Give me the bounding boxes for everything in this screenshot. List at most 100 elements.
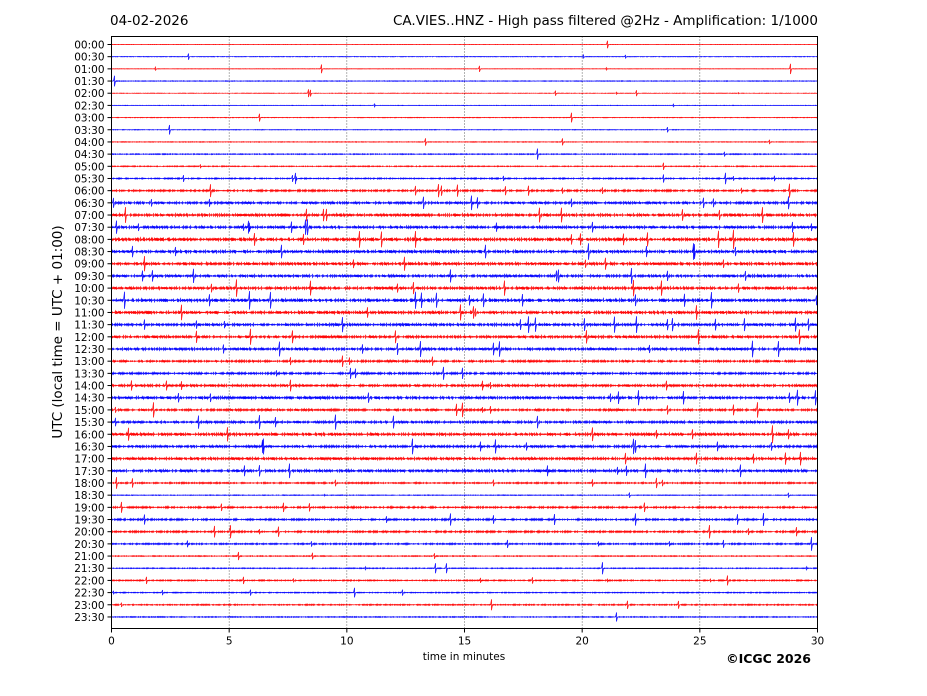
y-tick-label: 05:30: [74, 173, 104, 185]
y-tick-label: 08:30: [74, 247, 104, 259]
y-tick-label: 08:00: [74, 234, 104, 246]
y-tick-label: 01:00: [74, 64, 104, 76]
trace-0830: [111, 243, 818, 260]
y-tick-label: 21:30: [74, 563, 104, 575]
trace-2000: [111, 524, 818, 539]
plot-frame: [111, 36, 818, 629]
y-tick-label: 12:30: [74, 344, 104, 356]
y-tick-label: 17:00: [74, 454, 104, 466]
trace-1230: [111, 340, 818, 358]
trace-2130: [111, 562, 818, 575]
trace-2230: [111, 587, 818, 598]
y-tick-label: 21:00: [74, 551, 104, 563]
y-tick-label: 19:00: [74, 502, 104, 514]
trace-2200: [111, 575, 818, 586]
y-tick-label: 23:00: [74, 600, 104, 612]
y-tick-label: 04:30: [74, 149, 104, 161]
y-tick-labels: 00:0000:3001:0001:3002:0002:3003:0003:30…: [74, 40, 112, 624]
trace-0200: [111, 89, 818, 98]
trace-0500: [111, 162, 818, 170]
y-tick-label: 01:30: [74, 76, 104, 88]
y-tick-label: 06:30: [74, 198, 104, 210]
trace-0030: [111, 53, 818, 60]
trace-1100: [111, 304, 818, 321]
y-tick-label: 04:00: [74, 137, 104, 149]
y-tick-label: 23:30: [74, 612, 104, 624]
y-tick-label: 06:00: [74, 186, 104, 198]
y-tick-label: 03:00: [74, 113, 104, 125]
y-tick-label: 20:30: [74, 539, 104, 551]
trace-1000: [111, 279, 818, 297]
trace-0530: [111, 172, 818, 185]
trace-2100: [111, 551, 818, 561]
y-tick-label: 15:30: [74, 417, 104, 429]
trace-2330: [111, 612, 818, 622]
trace-0300: [111, 112, 818, 123]
trace-1730: [111, 463, 818, 479]
trace-1900: [111, 501, 818, 513]
trace-0230: [111, 102, 818, 108]
y-tick-label: 11:00: [74, 307, 104, 319]
y-tick-label: 07:00: [74, 210, 104, 222]
y-tick-label: 10:00: [74, 283, 104, 295]
trace-0800: [111, 229, 818, 250]
trace-0430: [111, 148, 818, 160]
trace-0900: [111, 256, 818, 272]
chart-date: 04-02-2026: [110, 13, 188, 29]
y-tick-label: 16:30: [74, 441, 104, 453]
trace-1830: [111, 492, 818, 498]
y-tick-label: 13:00: [74, 356, 104, 368]
y-tick-label: 17:30: [74, 466, 104, 478]
y-tick-label: 05:00: [74, 161, 104, 173]
trace-1700: [111, 451, 818, 466]
y-tick-label: 19:30: [74, 515, 104, 527]
trace-1530: [111, 414, 818, 430]
copyright: ©ICGC 2026: [726, 651, 811, 666]
trace-1430: [111, 389, 818, 406]
y-tick-label: 18:00: [74, 478, 104, 490]
trace-0100: [111, 63, 818, 75]
y-tick-label: 02:00: [74, 88, 104, 100]
trace-1130: [111, 316, 818, 333]
trace-0130: [111, 75, 818, 87]
y-tick-label: 10:30: [74, 295, 104, 307]
grid-lines: [228, 36, 701, 629]
x-tick-label: 10: [340, 636, 353, 648]
trace-1800: [111, 477, 818, 489]
y-tick-label: 03:30: [74, 125, 104, 137]
trace-0400: [111, 138, 818, 146]
y-tick-label: 09:00: [74, 259, 104, 271]
y-tick-label: 18:30: [74, 490, 104, 502]
x-tick-label: 5: [226, 636, 233, 648]
y-tick-label: 00:30: [74, 52, 104, 64]
y-tick-label: 07:30: [74, 222, 104, 234]
trace-0730: [111, 219, 818, 236]
trace-0930: [111, 267, 818, 284]
y-tick-label: 02:30: [74, 100, 104, 112]
y-tick-label: 11:30: [74, 320, 104, 332]
trace-0600: [111, 183, 818, 198]
y-tick-label: 22:00: [74, 575, 104, 587]
y-tick-label: 20:00: [74, 527, 104, 539]
y-tick-label: 12:00: [74, 332, 104, 344]
x-tick-label: 25: [693, 636, 706, 648]
x-tick-label: 30: [811, 636, 824, 648]
trace-0700: [111, 207, 818, 224]
trace-1030: [111, 290, 818, 310]
trace-1500: [111, 402, 818, 418]
y-tick-label: 14:00: [74, 381, 104, 393]
y-tick-label: 22:30: [74, 588, 104, 600]
trace-1930: [111, 513, 818, 526]
y-tick-label: 14:30: [74, 393, 104, 405]
trace-1200: [111, 328, 818, 345]
traces: [111, 40, 818, 622]
trace-1630: [111, 438, 818, 455]
trace-1330: [111, 366, 818, 380]
trace-0000: [111, 40, 818, 49]
y-tick-label: 16:00: [74, 429, 104, 441]
trace-2030: [111, 536, 818, 551]
y-tick-label: 09:30: [74, 271, 104, 283]
y-tick-label: 00:00: [74, 40, 104, 52]
x-axis-label: time in minutes: [423, 651, 505, 663]
